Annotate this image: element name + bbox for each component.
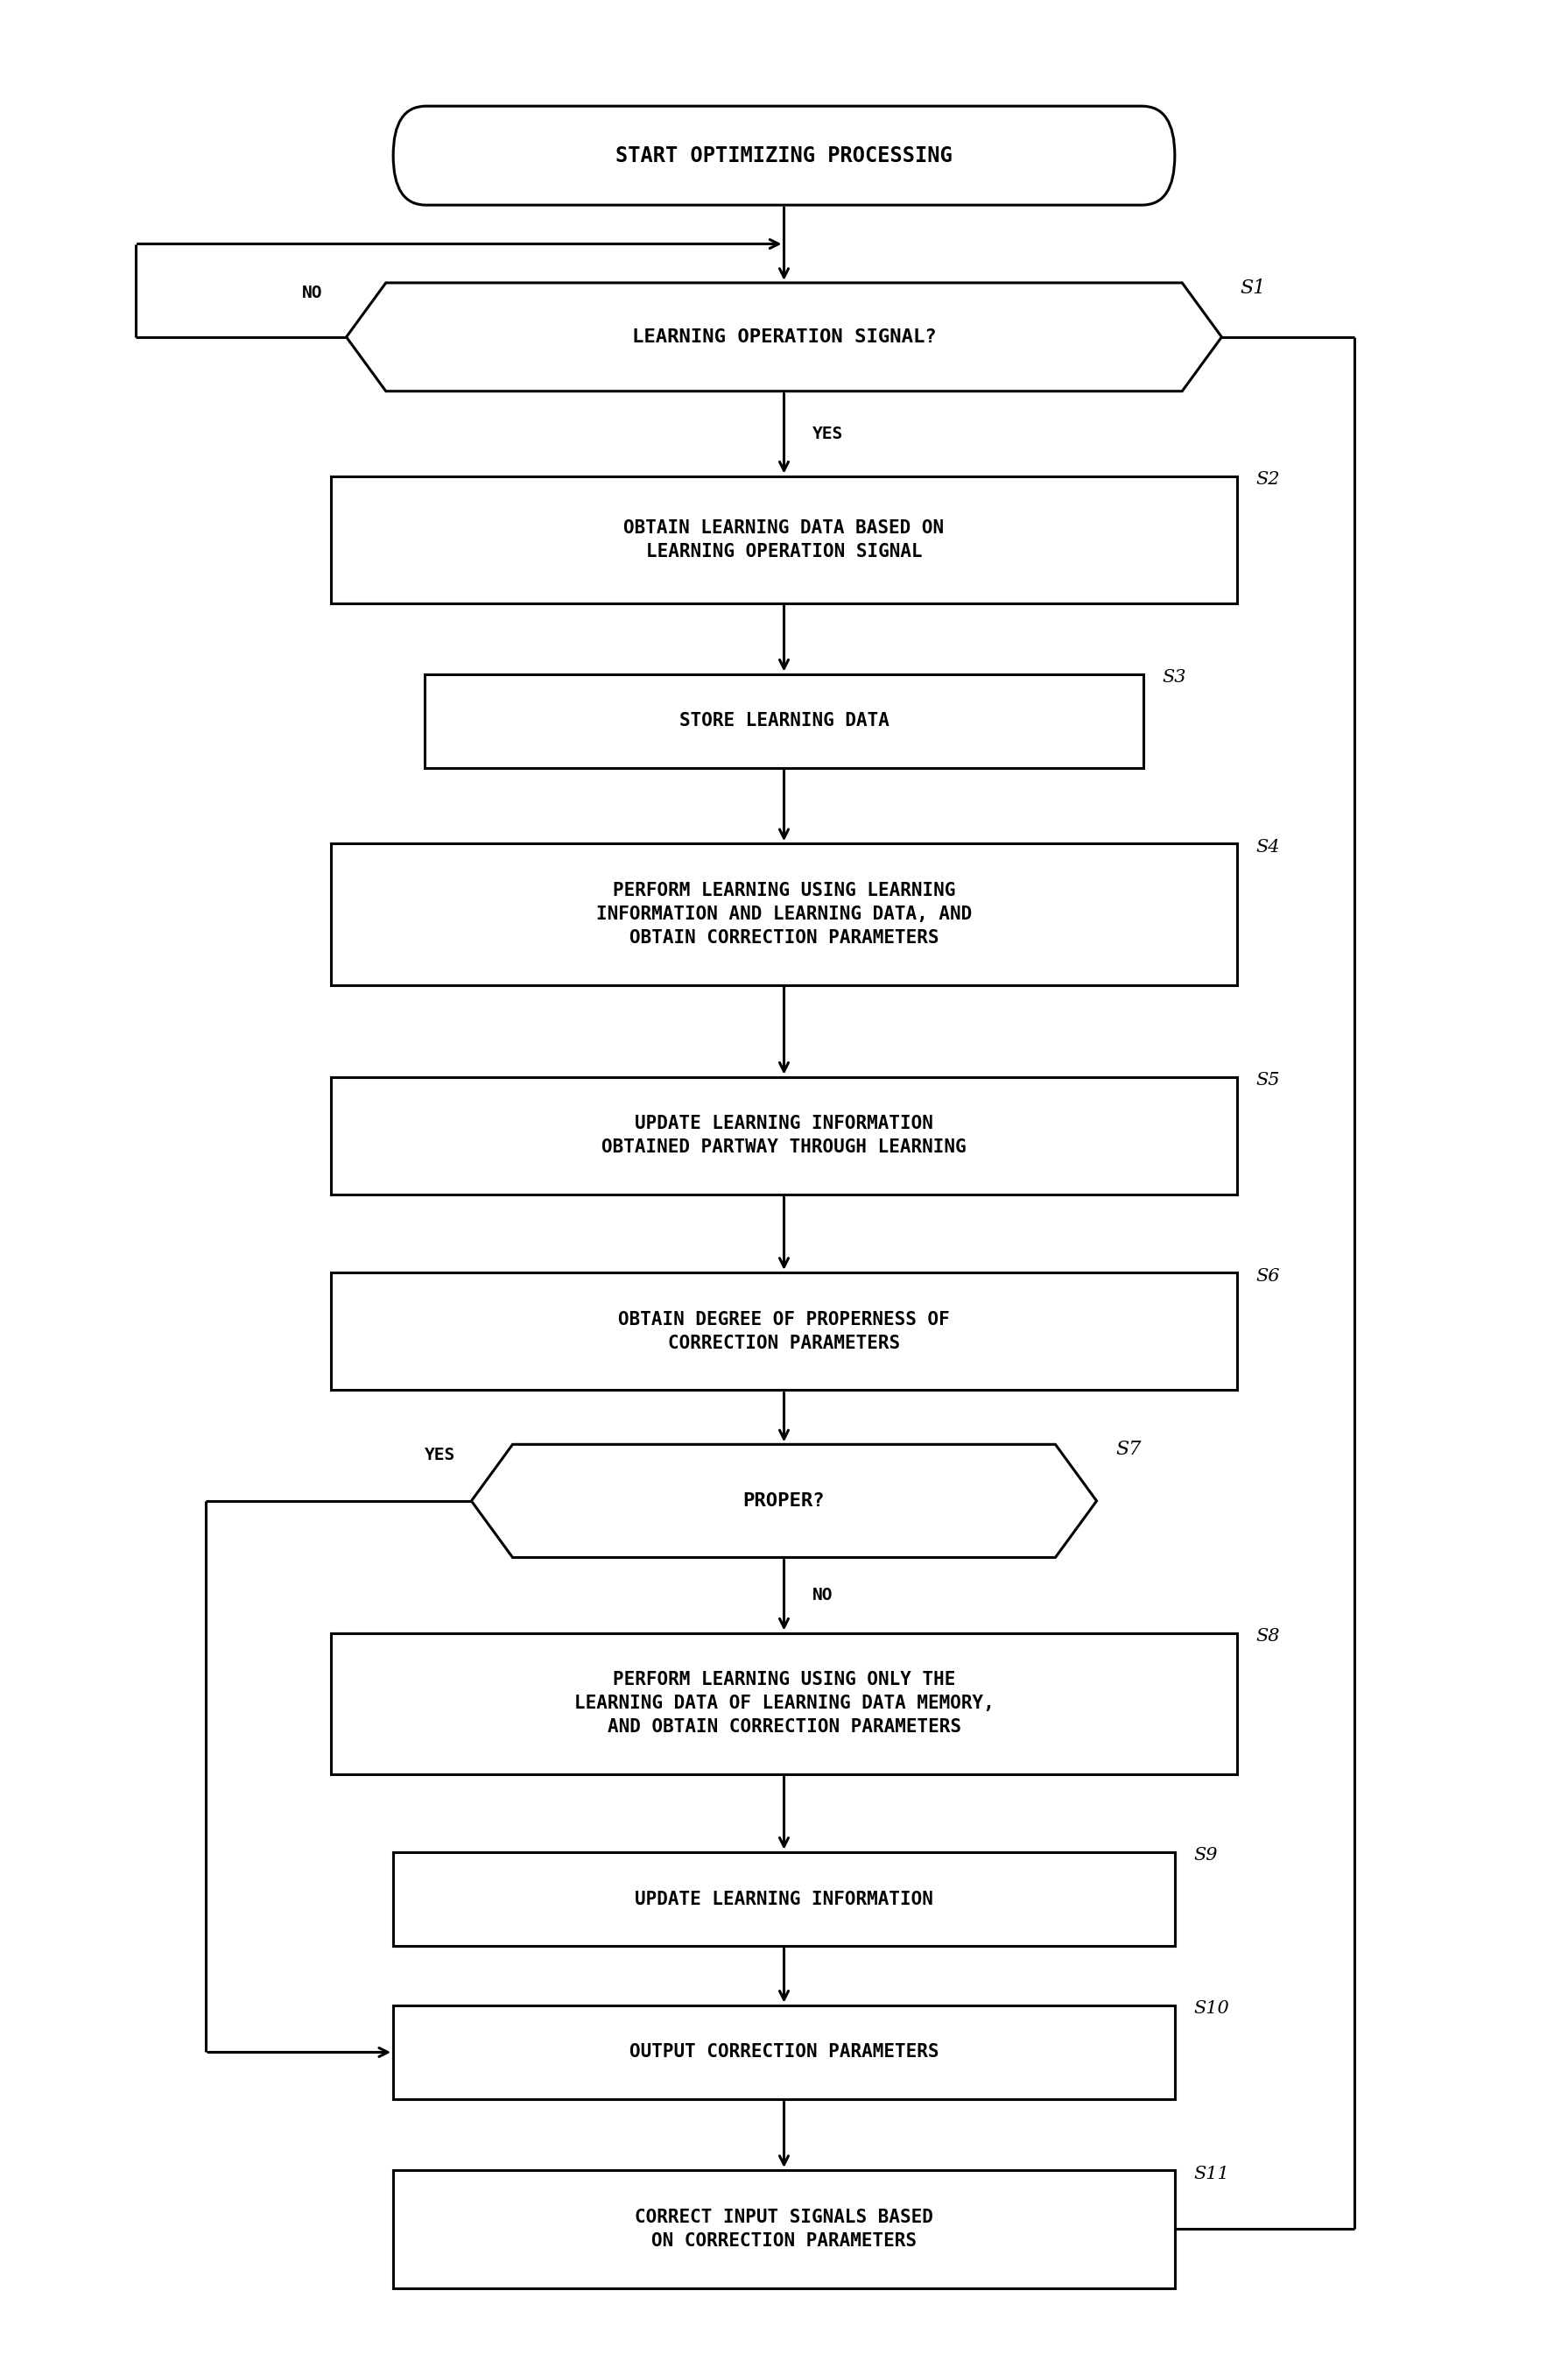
Text: S3: S3 — [1162, 668, 1187, 685]
Text: S8: S8 — [1256, 1629, 1279, 1646]
Bar — [331, 1273, 1237, 1391]
Text: S11: S11 — [1193, 2165, 1229, 2182]
Text: LEARNING OPERATION SIGNAL?: LEARNING OPERATION SIGNAL? — [632, 328, 936, 345]
Text: CORRECT INPUT SIGNALS BASED
ON CORRECTION PARAMETERS: CORRECT INPUT SIGNALS BASED ON CORRECTIO… — [635, 2208, 933, 2250]
Text: S2: S2 — [1256, 472, 1279, 489]
Text: OUTPUT CORRECTION PARAMETERS: OUTPUT CORRECTION PARAMETERS — [629, 2045, 939, 2061]
Bar — [331, 843, 1237, 985]
Bar — [331, 1634, 1237, 1773]
Text: STORE LEARNING DATA: STORE LEARNING DATA — [679, 713, 889, 730]
Text: PERFORM LEARNING USING LEARNING
INFORMATION AND LEARNING DATA, AND
OBTAIN CORREC: PERFORM LEARNING USING LEARNING INFORMAT… — [596, 881, 972, 947]
Text: S4: S4 — [1256, 838, 1279, 855]
Bar — [394, 2004, 1174, 2099]
Text: UPDATE LEARNING INFORMATION: UPDATE LEARNING INFORMATION — [635, 1891, 933, 1908]
Text: S6: S6 — [1256, 1268, 1279, 1284]
Polygon shape — [472, 1445, 1096, 1558]
Text: OBTAIN LEARNING DATA BASED ON
LEARNING OPERATION SIGNAL: OBTAIN LEARNING DATA BASED ON LEARNING O… — [624, 519, 944, 560]
Bar — [394, 1851, 1174, 1945]
Text: S5: S5 — [1256, 1072, 1279, 1088]
Text: UPDATE LEARNING INFORMATION
OBTAINED PARTWAY THROUGH LEARNING: UPDATE LEARNING INFORMATION OBTAINED PAR… — [602, 1114, 966, 1157]
Text: START OPTIMIZING PROCESSING: START OPTIMIZING PROCESSING — [616, 144, 952, 165]
Text: PROPER?: PROPER? — [743, 1492, 825, 1509]
Bar — [394, 2170, 1174, 2288]
Text: PERFORM LEARNING USING ONLY THE
LEARNING DATA OF LEARNING DATA MEMORY,
AND OBTAI: PERFORM LEARNING USING ONLY THE LEARNING… — [574, 1672, 994, 1735]
FancyBboxPatch shape — [394, 106, 1174, 205]
Text: S7: S7 — [1115, 1440, 1142, 1459]
Text: S10: S10 — [1193, 2000, 1229, 2016]
Text: S1: S1 — [1240, 279, 1265, 297]
Text: YES: YES — [425, 1447, 456, 1464]
Polygon shape — [347, 283, 1221, 392]
Text: NO: NO — [812, 1587, 833, 1603]
Text: OBTAIN DEGREE OF PROPERNESS OF
CORRECTION PARAMETERS: OBTAIN DEGREE OF PROPERNESS OF CORRECTIO… — [618, 1310, 950, 1353]
Bar — [425, 673, 1143, 767]
Text: YES: YES — [812, 425, 844, 442]
Bar — [331, 477, 1237, 604]
Text: S9: S9 — [1193, 1846, 1218, 1863]
Bar — [331, 1077, 1237, 1195]
Text: NO: NO — [303, 286, 323, 302]
